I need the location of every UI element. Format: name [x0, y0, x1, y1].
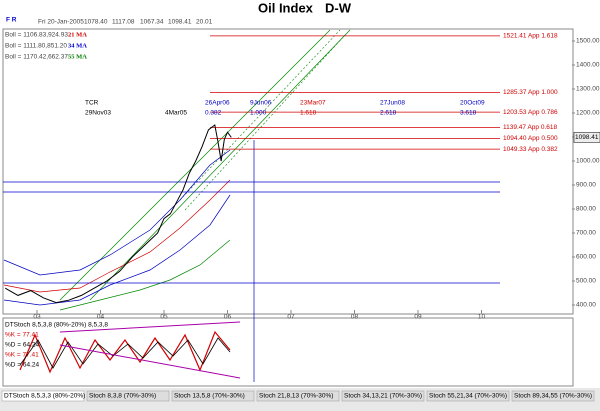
- timing-label: 29Nov03: [85, 110, 111, 117]
- stoch-lines: [19, 321, 241, 379]
- level-label: 1285.37 App 1.000: [503, 89, 558, 96]
- timing-label: 27Jun08: [380, 100, 405, 107]
- last-price-box: [573, 132, 600, 143]
- trend: [59, 344, 241, 379]
- period: D-W: [325, 0, 352, 15]
- y-tick-label: 800.00: [576, 206, 596, 213]
- band: [3, 194, 231, 306]
- y-tick-label: 900.00: [576, 182, 596, 189]
- x-tick-label: 09: [414, 314, 422, 321]
- x-tick-label: 05: [160, 314, 168, 321]
- x-tick-label: 08: [351, 314, 359, 321]
- tab-label[interactable]: Stoch 21,8,13 (70%-30%): [259, 393, 333, 400]
- x-tick-label: 03: [33, 314, 41, 321]
- bar-value: 1098.41: [168, 19, 192, 26]
- tab-label[interactable]: Stoch 89,34,55 (70%-30%): [514, 393, 592, 400]
- tab: [1, 390, 85, 402]
- timing-label: 4Mar05: [165, 110, 187, 117]
- tab-label[interactable]: Stoch 8,3,8 (70%-30%): [89, 393, 156, 400]
- level-label: 1203.53 App 0.786: [503, 109, 558, 116]
- ma: [3, 179, 231, 293]
- y-tick-label: 1400.00: [576, 62, 600, 69]
- timing-label: 20Oct09: [460, 100, 485, 107]
- tab: [256, 390, 340, 402]
- level-label: 1094.40 App 0.500: [503, 135, 558, 142]
- channel: [179, 29, 341, 201]
- level-label: 1049.33 App 0.382: [503, 146, 558, 153]
- timing-label: 3.618: [460, 110, 477, 117]
- tab-label[interactable]: Stoch 13,5,8 (70%-30%): [174, 393, 245, 400]
- level-label: 1139.47 App 0.618: [503, 124, 557, 131]
- bar-value: 1117.08: [112, 19, 135, 26]
- y-tick-label: 1200.00: [576, 110, 600, 117]
- tab: [86, 390, 170, 402]
- tab: [171, 390, 255, 402]
- x-tick-label: 10: [478, 314, 486, 321]
- main-frame: [2, 28, 574, 315]
- x-tick-label: 07: [287, 314, 295, 321]
- stoch-readout: %K = 77.41: [5, 332, 39, 339]
- bar-value: 20.01: [196, 19, 213, 26]
- stoch-frame: [2, 317, 574, 387]
- legend-ma: 21 MA: [68, 31, 87, 38]
- legend-text: Boll = 1111.80,851.20: [5, 43, 67, 50]
- stoch-title: DTStoch 8,5,3,8 (80%-20%) 8,5,3,8: [5, 322, 108, 329]
- x-tick-label: 06: [224, 314, 232, 321]
- bar-value: Fri 20-Jan-2005: [38, 19, 84, 26]
- y-tick-label: 1300.00: [576, 86, 600, 93]
- legend-text: Boll = 1170.42,662.37: [5, 54, 68, 61]
- level-label: 1521.41 App 1.618: [503, 33, 558, 40]
- band: [3, 149, 231, 276]
- timing-label: 1.618: [300, 110, 317, 117]
- y-tick-label: 700.00: [576, 230, 596, 237]
- tab: [426, 390, 510, 402]
- price-line: [5, 124, 232, 304]
- timing-label: 9Jun06: [250, 100, 272, 107]
- channel: [59, 29, 331, 301]
- title: Oil Index: [258, 0, 314, 15]
- stoch-readout: %D = 64.24: [5, 362, 40, 369]
- bar-value: 1067.34: [140, 19, 164, 26]
- trend: [59, 321, 241, 333]
- timing-label: 1.000: [250, 110, 267, 117]
- timing-label: TCR: [85, 100, 99, 107]
- timing-label: 0.382: [205, 110, 222, 117]
- tab: [341, 390, 425, 402]
- x-tick-label: 04: [97, 314, 105, 321]
- y-tick-label: 1000.00: [576, 158, 600, 165]
- tab-label[interactable]: DTStoch 8,5,3,3 (80%-20%): [4, 393, 85, 400]
- y-tick-label: 1500.00: [576, 38, 600, 45]
- stoch-k: [19, 330, 231, 374]
- stoch-d: [19, 337, 231, 369]
- band: [59, 239, 231, 311]
- legend-text: Boll = 1106.83,924.93: [5, 32, 68, 39]
- timing-label: 23Mar07: [300, 100, 326, 107]
- channel-lines: [3, 29, 351, 311]
- stoch-readout: %K = 77.41: [5, 352, 39, 359]
- tab-label[interactable]: Stoch 55,21,34 (70%-30%): [429, 393, 507, 400]
- y-tick-label: 500.00: [576, 278, 596, 285]
- last-price: 1098.41: [575, 134, 599, 141]
- timing-label: 2.618: [380, 110, 397, 117]
- tab-label[interactable]: Stoch 34,13,21 (70%-30%): [344, 393, 422, 400]
- stoch-readout: %D = 64.24: [5, 342, 40, 349]
- legend-ma: 55 MA: [68, 53, 87, 60]
- timing-label: 26Apr06: [205, 100, 230, 107]
- tab: [511, 390, 595, 402]
- y-tick-label: 400.00: [576, 302, 596, 309]
- legend-ma: 34 MA: [68, 42, 87, 49]
- app-icon: F R: [6, 17, 17, 24]
- bar-value: 1078.40: [84, 19, 108, 26]
- channel: [89, 29, 351, 301]
- channel: [184, 34, 346, 211]
- y-tick-label: 600.00: [576, 254, 596, 261]
